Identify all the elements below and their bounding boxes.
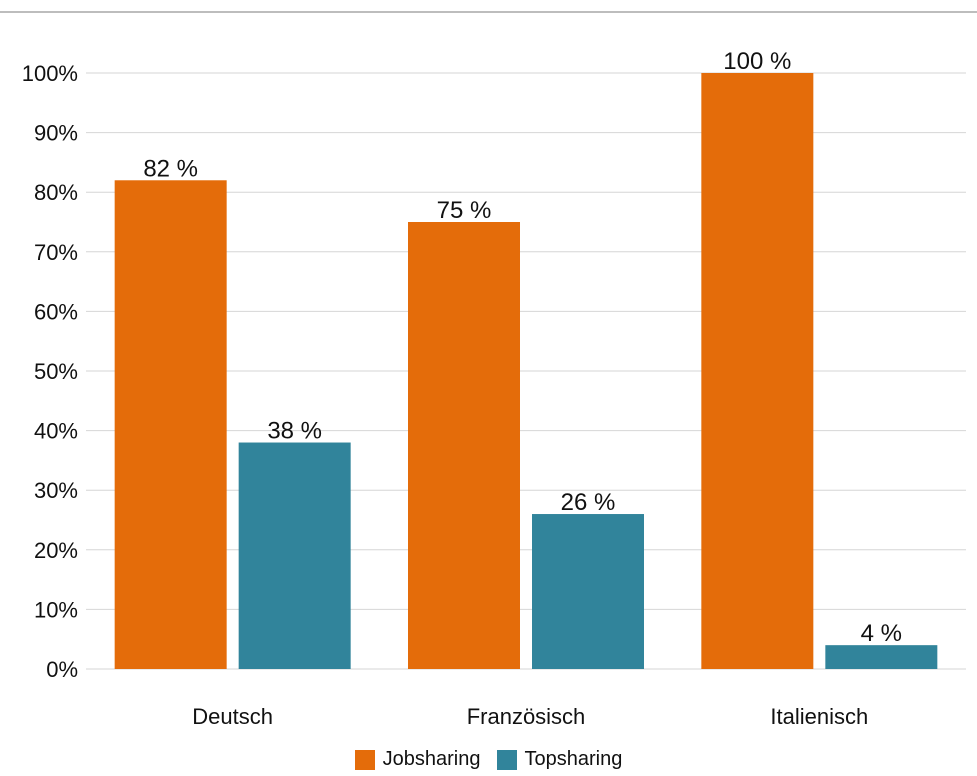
y-tick-label: 80% [34, 180, 78, 205]
bars [114, 73, 938, 669]
legend-label-jobsharing: Jobsharing [382, 748, 481, 770]
y-tick-label: 40% [34, 419, 78, 444]
x-category-label: Französisch [467, 704, 586, 729]
y-tick-label: 70% [34, 240, 78, 265]
x-category-label: Deutsch [192, 704, 273, 729]
legend-swatch-jobsharing [354, 749, 375, 770]
y-tick-label: 100% [22, 61, 78, 86]
data-label: 100 % [723, 48, 791, 75]
legend-item-topsharing: Topsharing [496, 748, 623, 771]
data-labels: 82 % 38 % 75 % 26 % 100 % 4 % [143, 48, 902, 647]
bar-jobsharing-1 [408, 222, 520, 669]
y-tick-label: 10% [34, 597, 78, 622]
y-tick-label: 60% [34, 299, 78, 324]
data-label: 38 % [267, 418, 322, 445]
y-tick-label: 90% [34, 121, 78, 146]
gridlines [86, 72, 966, 670]
legend-item-jobsharing: Jobsharing [354, 748, 481, 771]
y-tick-label: 30% [34, 478, 78, 503]
bar-topsharing-2 [825, 645, 938, 669]
y-axis-ticks: 0% 10% 20% 30% 40% 50% 60% 70% 80% 90% 100% [22, 61, 78, 682]
bar-jobsharing-0 [114, 180, 227, 669]
x-axis-categories: Deutsch Französisch Italienisch [192, 704, 868, 729]
y-tick-label: 20% [34, 538, 78, 563]
data-label: 82 % [143, 155, 198, 182]
data-label: 4 % [861, 620, 902, 647]
bar-topsharing-0 [238, 442, 351, 669]
legend-swatch-topsharing [496, 749, 517, 770]
bar-jobsharing-2 [701, 73, 814, 669]
x-category-label: Italienisch [770, 704, 868, 729]
y-tick-label: 0% [46, 657, 78, 682]
legend: Jobsharing Topsharing [0, 748, 977, 771]
legend-label-topsharing: Topsharing [524, 748, 623, 770]
data-label: 26 % [561, 489, 616, 516]
bar-topsharing-1 [532, 514, 644, 669]
data-label: 75 % [437, 197, 492, 224]
y-tick-label: 50% [34, 359, 78, 384]
